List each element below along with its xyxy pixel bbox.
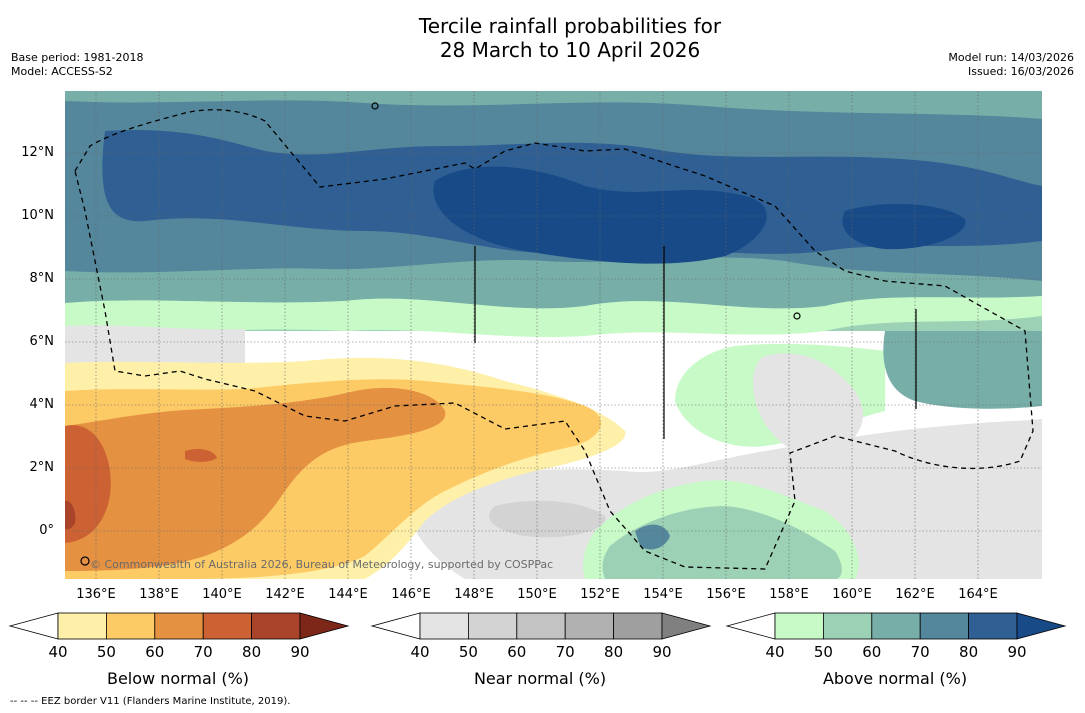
colorbar-tick-label: 70 — [910, 643, 930, 661]
above-normal-east-70 — [883, 331, 1042, 409]
colorbar-tick-label: 70 — [193, 643, 213, 661]
lon-label-140e: 140°E — [202, 587, 242, 602]
colorbar-segment — [251, 612, 301, 640]
lat-label-10n: 10°N — [21, 208, 54, 223]
below-normal-60-band — [65, 387, 446, 571]
land-outlines — [80, 102, 917, 566]
lat-label-0: 0° — [39, 523, 54, 538]
model-text: Model: ACCESS-S2 — [11, 65, 113, 78]
colorbar-extend-low — [8, 612, 59, 640]
lon-label-138e: 138°E — [139, 587, 179, 602]
model-run-text: Model run: 14/03/2026 — [948, 51, 1074, 64]
copyright-text: © Commonwealth of Australia 2026, Bureau… — [90, 558, 554, 571]
lon-label-146e: 146°E — [391, 587, 431, 602]
eez-footnote: -- -- -- EEZ border V11 (Flanders Marine… — [10, 696, 291, 707]
lon-label-148e: 148°E — [454, 587, 494, 602]
colorbar-segment — [871, 612, 921, 640]
colorbar-tick-label: 50 — [458, 643, 478, 661]
colorbar-segment — [106, 612, 156, 640]
colorbar-segment — [774, 612, 824, 640]
colorbar-tick-label: 90 — [1007, 643, 1027, 661]
colorbar-tick-label: 40 — [765, 643, 785, 661]
colorbar-segment — [823, 612, 873, 640]
colorbar-segment — [467, 612, 518, 640]
meta-left: Base period: 1981-2018 Model: ACCESS-S2 — [11, 51, 143, 79]
lon-label-136e: 136°E — [76, 587, 116, 602]
colorbar-segment — [564, 612, 615, 640]
colorbar-near-normal-title: Near normal (%) — [473, 669, 607, 688]
eez-border — [74, 109, 1034, 570]
lat-label-4n: 4°N — [29, 397, 55, 412]
colorbar-extend-low — [370, 612, 421, 640]
below-normal-80-spot — [65, 500, 76, 530]
colorbar-tick-label: 50 — [96, 643, 116, 661]
colorbar-tick-label: 80 — [242, 643, 262, 661]
above-normal-south-50 — [602, 506, 842, 579]
colorbar-near-normal — [370, 612, 712, 640]
issued-text: Issued: 16/03/2026 — [967, 65, 1074, 78]
colorbar-above-normal — [725, 612, 1067, 640]
colorbar-tick-label: 80 — [959, 643, 979, 661]
colorbar-segment — [613, 612, 663, 640]
colorbar-tick-label: 60 — [145, 643, 165, 661]
colorbar-below-normal-title: Below normal (%) — [106, 669, 250, 688]
colorbar-tick-label: 40 — [410, 643, 430, 661]
lon-label-158e: 158°E — [769, 587, 809, 602]
colorbar-segment — [968, 612, 1018, 640]
lon-label-160e: 160°E — [832, 587, 872, 602]
colorbar-extend-high — [1016, 612, 1067, 640]
colorbar-tick-label: 60 — [862, 643, 882, 661]
lat-label-6n: 6°N — [29, 334, 55, 349]
lon-label-162e: 162°E — [895, 587, 935, 602]
below-normal-70-patch — [65, 425, 111, 543]
lat-label-12n: 12°N — [21, 145, 54, 160]
above-normal-90-core-east — [842, 204, 966, 250]
near-normal-60-patch — [489, 500, 606, 538]
colorbar-segment — [154, 612, 204, 640]
title-line-1: Tercile rainfall probabilities for — [418, 14, 722, 38]
colorbar-group — [8, 612, 1067, 640]
colorbar-segment — [419, 612, 469, 640]
lat-label-8n: 8°N — [29, 271, 55, 286]
colorbar-segment — [57, 612, 107, 640]
colorbar-extend-low — [725, 612, 776, 640]
lon-label-154e: 154°E — [643, 587, 683, 602]
colorbar-segment — [919, 612, 970, 640]
colorbar-tick-label: 70 — [555, 643, 575, 661]
island-outline — [80, 556, 90, 566]
near-normal-west-strip — [65, 325, 245, 368]
colorbar-segment — [202, 612, 252, 640]
probability-fill-layer — [65, 91, 1042, 579]
colorbar-above-normal-title: Above normal (%) — [822, 669, 968, 688]
lon-label-144e: 144°E — [328, 587, 368, 602]
meta-right: Model run: 14/03/2026 Issued: 16/03/2026 — [948, 51, 1074, 79]
colorbar-segment — [516, 612, 566, 640]
eez-boundary-line — [74, 109, 1034, 570]
colorbar-tick-label: 50 — [813, 643, 833, 661]
rainfall-probability-map — [65, 91, 1042, 579]
lon-label-152e: 152°E — [580, 587, 620, 602]
lon-label-164e: 164°E — [958, 587, 998, 602]
lon-label-142e: 142°E — [265, 587, 305, 602]
island-outline — [793, 312, 801, 320]
lon-label-150e: 150°E — [517, 587, 557, 602]
above-normal-90-core-west — [433, 166, 767, 264]
colorbar-tick-label: 90 — [652, 643, 672, 661]
colorbar-tick-label: 90 — [290, 643, 310, 661]
below-normal-70-spot — [185, 448, 217, 462]
colorbar-below-normal — [8, 612, 350, 640]
lon-label-156e: 156°E — [706, 587, 746, 602]
map-title: Tercile rainfall probabilities for 28 Ma… — [0, 14, 1085, 62]
colorbar-extend-high — [299, 612, 350, 640]
colorbar-tick-label: 60 — [507, 643, 527, 661]
colorbar-extend-high — [661, 612, 712, 640]
island-outline — [371, 102, 379, 110]
graticule — [65, 91, 1042, 579]
colorbar-tick-label: 40 — [48, 643, 68, 661]
colorbar-tick-label: 80 — [604, 643, 624, 661]
lat-label-2n: 2°N — [29, 460, 55, 475]
above-normal-40-band — [65, 296, 1042, 338]
title-line-2: 28 March to 10 April 2026 — [439, 38, 701, 62]
base-period-text: Base period: 1981-2018 — [11, 51, 144, 64]
